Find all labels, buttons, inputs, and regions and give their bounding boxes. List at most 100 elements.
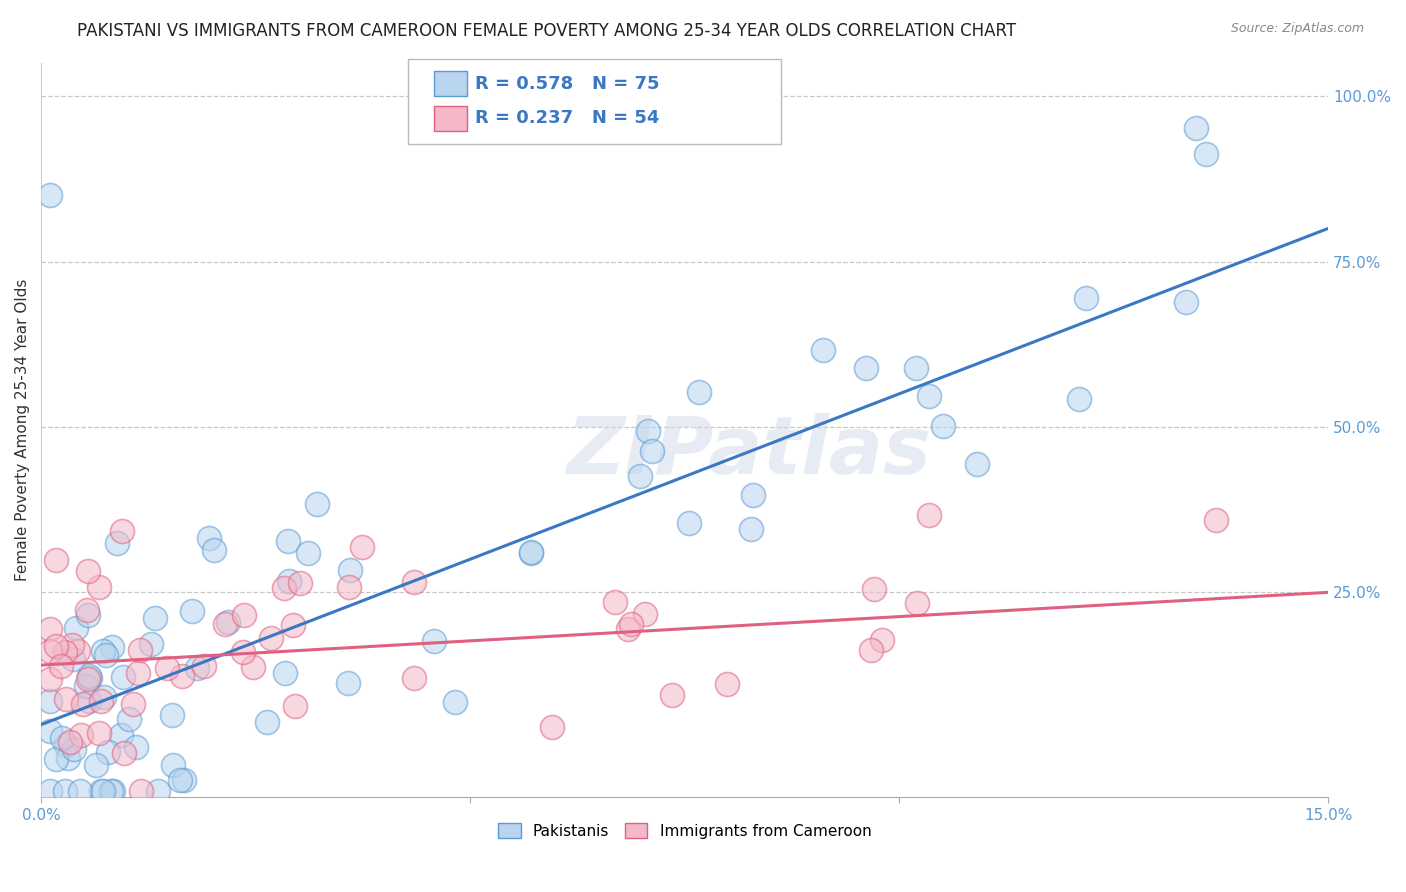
Point (45, 552, 67, 566)
Point (180, 604, 202, 618)
Point (603, 595, 626, 609)
Point (336, 675, 359, 690)
FancyBboxPatch shape (433, 71, 467, 96)
Point (214, 617, 236, 632)
Point (100, 784, 122, 798)
Point (84, 758, 107, 772)
Point (79, 671, 101, 685)
Point (38, 622, 60, 636)
Point (89, 726, 111, 740)
Point (617, 622, 640, 636)
Point (1174, 294, 1197, 309)
Point (77, 694, 100, 708)
Point (51, 731, 73, 745)
Point (111, 524, 134, 539)
Point (112, 746, 135, 760)
Point (162, 758, 184, 772)
Point (634, 607, 657, 622)
Point (404, 575, 426, 590)
Point (87, 580, 110, 594)
Text: R = 0.578   N = 75: R = 0.578 N = 75 (475, 75, 659, 94)
Point (101, 784, 124, 798)
Point (77, 672, 100, 686)
Point (217, 615, 239, 630)
Point (870, 633, 893, 648)
Point (129, 642, 152, 657)
Point (443, 695, 465, 709)
Point (274, 665, 297, 680)
Point (69, 784, 91, 798)
Point (860, 643, 883, 657)
Point (277, 534, 299, 549)
Point (863, 582, 886, 596)
Point (117, 712, 139, 726)
Point (77, 669, 100, 683)
Point (38, 672, 60, 686)
Point (277, 574, 299, 588)
Point (232, 645, 254, 659)
Point (283, 618, 305, 632)
Point (93, 690, 115, 705)
Point (38, 694, 60, 708)
Point (49, 659, 72, 673)
Point (1076, 291, 1098, 305)
Point (124, 739, 146, 754)
Point (678, 516, 700, 531)
Point (402, 672, 425, 686)
Point (1069, 392, 1091, 406)
Point (811, 343, 834, 357)
Point (172, 669, 194, 683)
Point (233, 608, 256, 623)
Point (63, 741, 86, 756)
Point (53, 645, 76, 659)
Point (628, 469, 651, 483)
Point (284, 699, 307, 714)
Point (620, 617, 643, 632)
Point (127, 666, 149, 681)
FancyBboxPatch shape (408, 60, 782, 144)
Point (156, 661, 179, 675)
Point (76, 603, 98, 617)
Point (716, 677, 738, 691)
Point (173, 772, 195, 787)
Point (288, 576, 311, 591)
Point (160, 708, 183, 723)
Legend: Pakistanis, Immigrants from Cameroon: Pakistanis, Immigrants from Cameroon (492, 817, 877, 845)
Point (89, 784, 111, 798)
Point (337, 580, 360, 594)
Point (918, 389, 941, 403)
Point (202, 543, 225, 558)
Point (352, 541, 374, 555)
Point (91, 644, 114, 658)
Point (129, 784, 152, 798)
Point (97, 745, 120, 759)
Text: ZIPatlas: ZIPatlas (567, 413, 932, 491)
Point (256, 714, 278, 729)
Point (90, 694, 112, 708)
Point (121, 697, 143, 711)
Text: Source: ZipAtlas.com: Source: ZipAtlas.com (1230, 22, 1364, 36)
Point (38, 723, 60, 738)
Point (905, 596, 928, 610)
Point (637, 424, 659, 438)
Point (918, 508, 941, 522)
Point (38, 188, 60, 202)
Point (56, 751, 79, 765)
Point (197, 532, 219, 546)
Point (855, 361, 877, 376)
Point (541, 720, 564, 734)
Point (186, 661, 208, 675)
Point (59, 735, 82, 749)
Point (110, 728, 132, 742)
Point (101, 640, 124, 655)
Point (1205, 513, 1227, 527)
Point (72, 698, 94, 712)
Point (141, 637, 163, 651)
Point (741, 488, 763, 502)
Point (69, 728, 91, 742)
Point (641, 444, 664, 458)
Point (94, 648, 117, 662)
Point (38, 644, 60, 658)
Point (519, 546, 541, 560)
Point (423, 634, 446, 648)
